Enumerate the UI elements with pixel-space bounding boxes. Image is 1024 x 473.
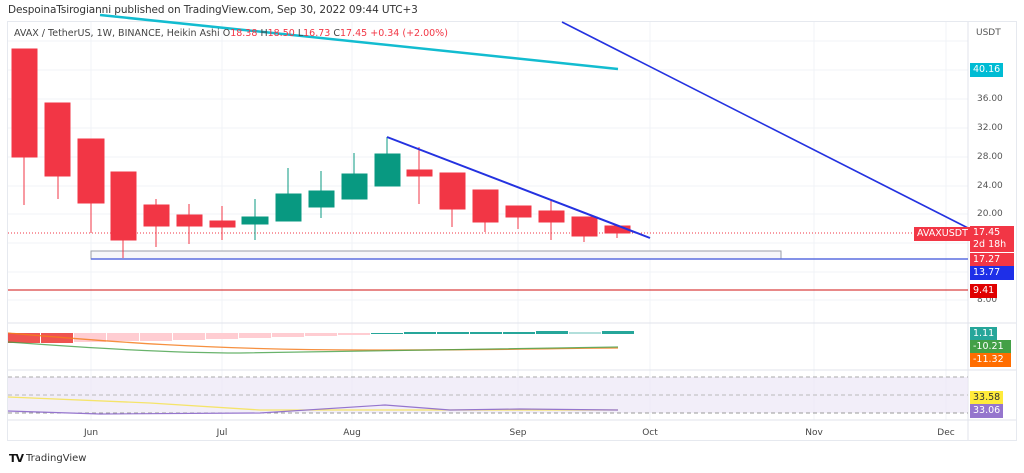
rsi-ma-line <box>7 396 618 411</box>
tradingview-brand[interactable]: TV TradingView <box>9 452 86 465</box>
price-tick: 28.00 <box>977 152 1003 162</box>
high-value: 18.50 <box>267 28 295 39</box>
price-tick: 20.00 <box>977 209 1003 219</box>
macd-signal-tag: -11.32 <box>970 353 1011 367</box>
range-box[interactable] <box>90 250 782 260</box>
time-tick: Dec <box>937 428 955 438</box>
time-tick: Sep <box>509 428 527 438</box>
rsi-tag: 33.06 <box>970 404 1004 418</box>
time-tick: Jul <box>216 428 228 438</box>
candles <box>11 48 631 258</box>
macd-histogram-tag: 1.11 <box>970 327 998 341</box>
macd-signal-line <box>7 332 619 351</box>
tradingview-logo-icon: TV <box>9 452 24 465</box>
time-tick: Aug <box>343 428 361 438</box>
trendline-price-tag: 40.16 <box>970 63 1004 77</box>
time-tick: Oct <box>642 428 658 438</box>
high-label: H <box>260 28 268 39</box>
change-value: +0.34 (+2.00%) <box>370 28 448 39</box>
open-value: 18.38 <box>230 28 258 39</box>
time-tick: Nov <box>805 428 823 438</box>
symbol-title: AVAX / TetherUS, 1W, BINANCE, Heikin Ash… <box>14 28 220 39</box>
macd-histogram <box>8 331 634 343</box>
rsi-line <box>7 404 619 415</box>
brand-name: TradingView <box>26 453 87 464</box>
chart-frame <box>7 21 1017 441</box>
box-bottom-tag: 13.77 <box>970 266 1014 280</box>
symbol-legend: AVAX / TetherUS, 1W, BINANCE, Heikin Ash… <box>14 28 448 39</box>
open-label: O <box>222 28 231 39</box>
price-tick: 8.00 <box>977 295 998 305</box>
currency-label: USDT <box>976 28 1001 38</box>
time-tick: Jun <box>83 428 99 438</box>
symbol-tag: AVAXUSDT <box>914 227 971 241</box>
price-tick: 32.00 <box>977 123 1003 133</box>
rsi-ma-tag: 33.58 <box>970 391 1004 405</box>
price-tick: 36.00 <box>977 94 1003 104</box>
last-price: 17.45 <box>973 227 1001 238</box>
long-trendline[interactable] <box>561 21 969 229</box>
countdown: 2d 18h <box>973 239 1007 250</box>
box-top-tag: 17.27 <box>970 253 1014 267</box>
short-trendline[interactable] <box>386 136 651 239</box>
close-label: C <box>333 28 340 39</box>
close-value: 17.45 <box>340 28 368 39</box>
macd-line <box>7 341 619 354</box>
price-tick: 24.00 <box>977 181 1003 191</box>
support-tag: 9.41 <box>970 284 998 298</box>
last-price-tag: 17.45 2d 18h <box>970 226 1014 252</box>
macd-tag: -10.21 <box>970 340 1011 354</box>
low-label: L <box>297 28 304 39</box>
low-value: 16.73 <box>303 28 331 39</box>
cyan-trendline[interactable] <box>99 13 619 71</box>
publisher-line: DespoinaTsirogianni published on Trading… <box>8 4 418 16</box>
